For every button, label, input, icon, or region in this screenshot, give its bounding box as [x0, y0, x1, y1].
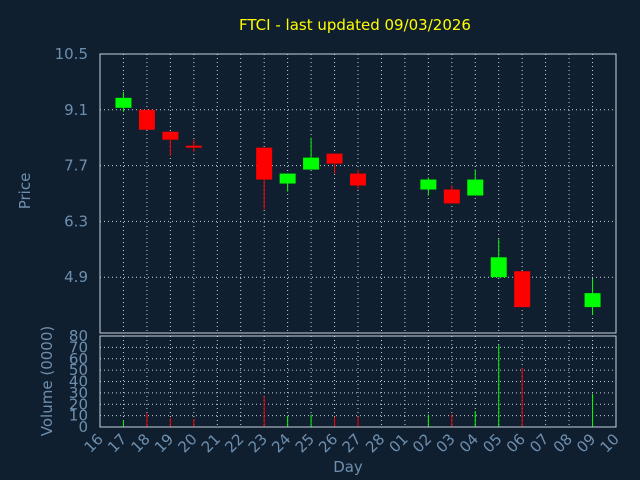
- price-panel-frame: [99, 53, 617, 334]
- x-tick-labels: 1617181920212223242526272801020304050607…: [81, 430, 623, 456]
- volume-bars: [122, 345, 594, 427]
- candle-body: [303, 157, 320, 170]
- candle-body: [467, 179, 484, 196]
- volume-tick-label: 30: [69, 384, 88, 402]
- price-tick-label: 6.3: [64, 212, 88, 230]
- candle-body: [584, 293, 601, 308]
- x-axis-label: Day: [333, 458, 363, 476]
- price-tick-label: 7.7: [64, 157, 88, 175]
- candle-body: [350, 173, 366, 186]
- candle-body: [185, 145, 202, 148]
- candles: [115, 91, 601, 316]
- volume-tick-label: 10: [69, 407, 88, 425]
- candle-body: [162, 131, 179, 140]
- candle-body: [490, 257, 507, 278]
- price-tick-label: 9.1: [64, 101, 88, 119]
- candle-body: [326, 153, 343, 164]
- volume-tick-label: 50: [69, 361, 88, 379]
- candle-body: [514, 271, 531, 308]
- volume-tick-label: 60: [69, 350, 88, 368]
- price-tick-labels: 10.5 9.1 7.7 6.3 4.9: [55, 45, 88, 286]
- volume-panel-frame: [99, 335, 617, 428]
- price-tick-label: 10.5: [55, 45, 88, 63]
- candle-body: [443, 189, 460, 204]
- price-grid: [100, 54, 616, 333]
- chart-title: FTCI - last updated 09/03/2026: [239, 16, 471, 34]
- volume-tick-label: 0: [78, 418, 88, 436]
- price-tick-label: 4.9: [64, 268, 88, 286]
- candle-body: [138, 109, 155, 130]
- volume-tick-label: 20: [69, 395, 88, 413]
- volume-tick-label: 70: [69, 338, 88, 356]
- candle-body: [256, 147, 273, 180]
- volume-axis-label: Volume (0000): [38, 326, 56, 436]
- volume-tick-label: 80: [69, 327, 88, 345]
- candle-body: [279, 173, 296, 184]
- volume-tick-label: 40: [69, 373, 88, 391]
- candle-body: [115, 97, 132, 108]
- candle-body: [420, 179, 437, 190]
- y-axis-label: Price: [16, 173, 34, 210]
